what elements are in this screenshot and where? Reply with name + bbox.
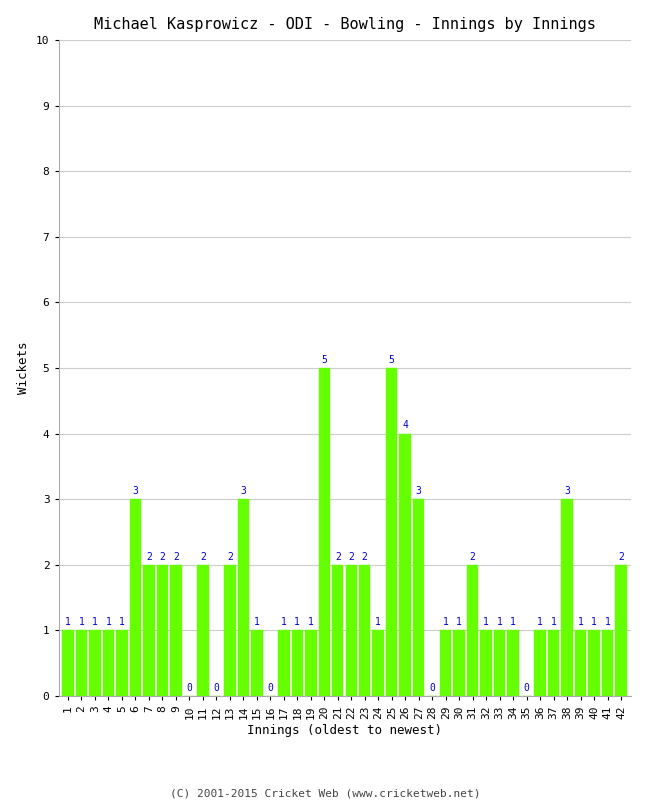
Bar — [413, 499, 424, 696]
Bar — [508, 630, 519, 696]
Bar — [318, 368, 330, 696]
Text: 2: 2 — [146, 551, 152, 562]
Text: 0: 0 — [213, 682, 219, 693]
Text: 1: 1 — [604, 617, 610, 627]
Text: 1: 1 — [79, 617, 84, 627]
Text: 1: 1 — [578, 617, 584, 627]
Text: 1: 1 — [281, 617, 287, 627]
Text: 0: 0 — [524, 682, 530, 693]
Bar — [386, 368, 397, 696]
Bar — [238, 499, 249, 696]
Bar — [62, 630, 73, 696]
Bar — [305, 630, 317, 696]
Bar — [454, 630, 465, 696]
Bar — [251, 630, 263, 696]
Bar — [616, 565, 627, 696]
Text: 1: 1 — [105, 617, 111, 627]
Bar — [170, 565, 181, 696]
Text: 3: 3 — [416, 486, 422, 496]
Bar — [116, 630, 127, 696]
Text: 2: 2 — [618, 551, 624, 562]
Bar — [372, 630, 384, 696]
Bar — [575, 630, 586, 696]
Y-axis label: Wickets: Wickets — [18, 342, 31, 394]
Bar — [494, 630, 505, 696]
Text: 1: 1 — [254, 617, 260, 627]
Text: 3: 3 — [133, 486, 138, 496]
Text: 1: 1 — [65, 617, 71, 627]
Bar — [75, 630, 87, 696]
Text: 4: 4 — [402, 420, 408, 430]
Text: 1: 1 — [497, 617, 502, 627]
Bar — [562, 499, 573, 696]
Bar — [534, 630, 546, 696]
Text: 1: 1 — [551, 617, 556, 627]
Bar — [588, 630, 600, 696]
Text: 5: 5 — [321, 354, 327, 365]
Bar — [400, 434, 411, 696]
Text: 2: 2 — [200, 551, 206, 562]
Text: 2: 2 — [173, 551, 179, 562]
Text: 2: 2 — [335, 551, 341, 562]
Text: 1: 1 — [591, 617, 597, 627]
Text: 1: 1 — [308, 617, 314, 627]
Bar — [278, 630, 289, 696]
Text: 0: 0 — [429, 682, 435, 693]
Bar — [332, 565, 343, 696]
Text: (C) 2001-2015 Cricket Web (www.cricketweb.net): (C) 2001-2015 Cricket Web (www.cricketwe… — [170, 788, 480, 798]
Text: 2: 2 — [159, 551, 165, 562]
Title: Michael Kasprowicz - ODI - Bowling - Innings by Innings: Michael Kasprowicz - ODI - Bowling - Inn… — [94, 17, 595, 32]
Text: 1: 1 — [537, 617, 543, 627]
Bar — [548, 630, 560, 696]
Text: 1: 1 — [510, 617, 516, 627]
Bar — [440, 630, 451, 696]
Bar — [103, 630, 114, 696]
Bar — [157, 565, 168, 696]
Bar — [197, 565, 209, 696]
Bar — [480, 630, 492, 696]
Text: 1: 1 — [483, 617, 489, 627]
Text: 3: 3 — [240, 486, 246, 496]
Bar — [602, 630, 614, 696]
Text: 2: 2 — [362, 551, 368, 562]
Text: 5: 5 — [389, 354, 395, 365]
Bar — [359, 565, 370, 696]
Text: 2: 2 — [470, 551, 476, 562]
Text: 3: 3 — [564, 486, 570, 496]
Text: 1: 1 — [443, 617, 448, 627]
Bar — [143, 565, 155, 696]
Bar — [292, 630, 303, 696]
Bar — [467, 565, 478, 696]
Text: 2: 2 — [227, 551, 233, 562]
Text: 1: 1 — [375, 617, 381, 627]
Bar — [346, 565, 357, 696]
Bar — [129, 499, 141, 696]
Text: 1: 1 — [119, 617, 125, 627]
Text: 0: 0 — [187, 682, 192, 693]
Bar — [224, 565, 235, 696]
Text: 2: 2 — [348, 551, 354, 562]
Text: 0: 0 — [267, 682, 273, 693]
Text: 1: 1 — [456, 617, 462, 627]
Bar — [89, 630, 101, 696]
X-axis label: Innings (oldest to newest): Innings (oldest to newest) — [247, 724, 442, 737]
Text: 1: 1 — [294, 617, 300, 627]
Text: 1: 1 — [92, 617, 98, 627]
